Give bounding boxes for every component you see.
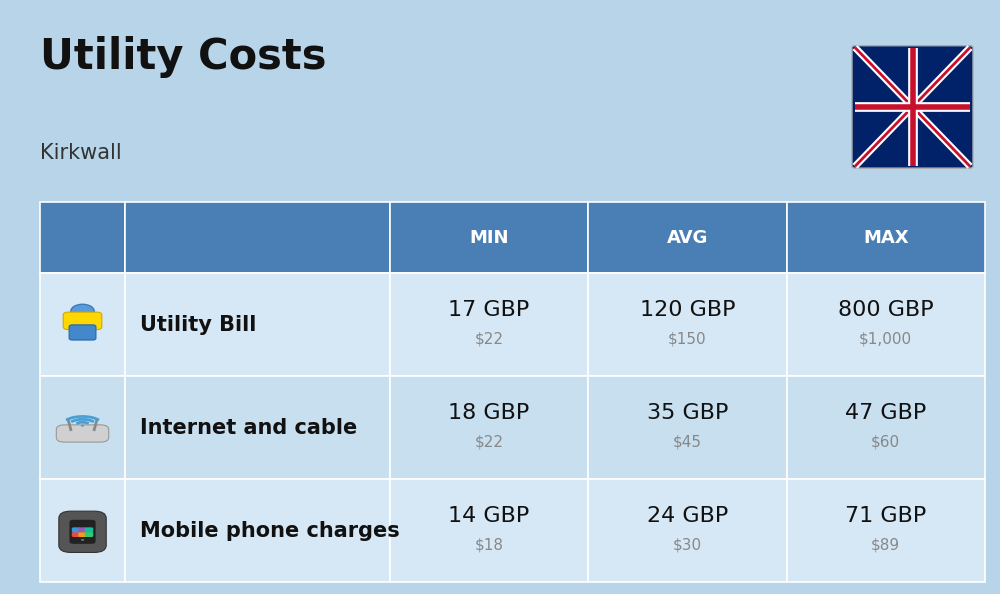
Text: $150: $150 (668, 331, 707, 347)
Circle shape (81, 539, 84, 541)
Text: Utility Bill: Utility Bill (140, 315, 256, 335)
FancyBboxPatch shape (787, 202, 985, 273)
Text: $45: $45 (673, 435, 702, 450)
Text: $1,000: $1,000 (859, 331, 912, 347)
Text: AVG: AVG (667, 229, 708, 247)
Text: 71 GBP: 71 GBP (845, 506, 926, 526)
Text: 35 GBP: 35 GBP (647, 403, 728, 424)
Circle shape (81, 425, 84, 426)
Text: Utility Costs: Utility Costs (40, 36, 326, 78)
Text: $89: $89 (871, 538, 900, 552)
FancyBboxPatch shape (125, 479, 390, 582)
Text: 24 GBP: 24 GBP (647, 506, 728, 526)
FancyBboxPatch shape (125, 376, 390, 479)
FancyBboxPatch shape (588, 479, 787, 582)
FancyBboxPatch shape (588, 376, 787, 479)
FancyBboxPatch shape (787, 273, 985, 376)
Text: $22: $22 (474, 435, 503, 450)
FancyBboxPatch shape (588, 273, 787, 376)
FancyBboxPatch shape (72, 527, 80, 532)
FancyBboxPatch shape (787, 376, 985, 479)
FancyBboxPatch shape (59, 511, 106, 552)
FancyBboxPatch shape (40, 273, 125, 376)
FancyBboxPatch shape (787, 479, 985, 582)
FancyBboxPatch shape (390, 479, 588, 582)
Text: 120 GBP: 120 GBP (640, 301, 735, 320)
FancyBboxPatch shape (125, 273, 390, 376)
FancyBboxPatch shape (390, 376, 588, 479)
Text: $30: $30 (673, 538, 702, 552)
FancyBboxPatch shape (390, 202, 588, 273)
FancyBboxPatch shape (69, 520, 96, 544)
FancyBboxPatch shape (63, 312, 102, 330)
Text: 47 GBP: 47 GBP (845, 403, 926, 424)
FancyBboxPatch shape (588, 202, 787, 273)
Text: Kirkwall: Kirkwall (40, 143, 122, 163)
FancyBboxPatch shape (125, 202, 390, 273)
FancyBboxPatch shape (85, 532, 93, 537)
FancyBboxPatch shape (56, 425, 109, 442)
FancyBboxPatch shape (85, 527, 93, 532)
Text: 18 GBP: 18 GBP (448, 403, 530, 424)
FancyBboxPatch shape (40, 479, 125, 582)
Text: Internet and cable: Internet and cable (140, 418, 357, 438)
FancyBboxPatch shape (390, 273, 588, 376)
Circle shape (71, 304, 94, 318)
Text: MAX: MAX (863, 229, 909, 247)
FancyBboxPatch shape (40, 376, 125, 479)
Text: $18: $18 (474, 538, 503, 552)
Text: Mobile phone charges: Mobile phone charges (140, 520, 400, 541)
Text: 800 GBP: 800 GBP (838, 301, 934, 320)
FancyBboxPatch shape (852, 46, 973, 168)
Text: $60: $60 (871, 435, 900, 450)
FancyBboxPatch shape (40, 202, 125, 273)
FancyBboxPatch shape (69, 325, 96, 340)
FancyBboxPatch shape (72, 532, 80, 537)
Text: 14 GBP: 14 GBP (448, 506, 530, 526)
Text: MIN: MIN (469, 229, 509, 247)
Text: $22: $22 (474, 331, 503, 347)
Text: 17 GBP: 17 GBP (448, 301, 530, 320)
FancyBboxPatch shape (78, 527, 87, 532)
FancyBboxPatch shape (78, 532, 87, 537)
